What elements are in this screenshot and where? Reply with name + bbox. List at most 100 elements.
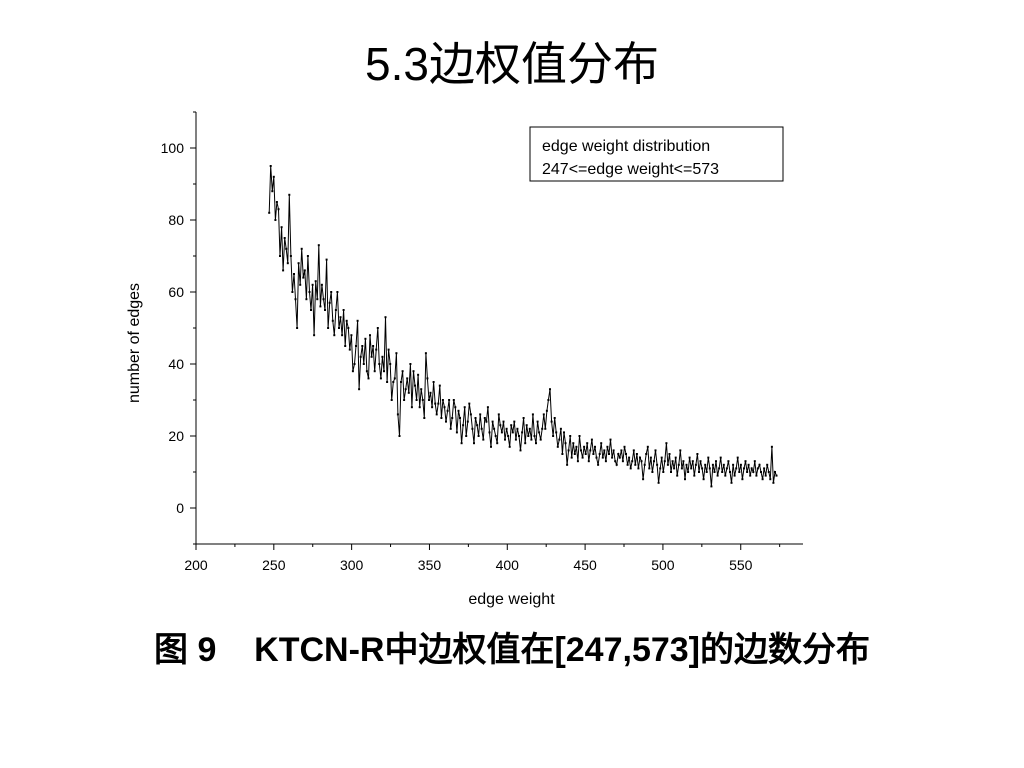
data-point (698, 471, 700, 473)
data-point (753, 460, 756, 463)
data-point (375, 348, 378, 351)
data-point (507, 435, 510, 437)
data-point (660, 456, 663, 459)
data-point (336, 291, 339, 293)
data-point (587, 460, 590, 463)
data-point (327, 327, 330, 329)
data-point (710, 485, 713, 488)
data-point (628, 456, 631, 459)
data-point (580, 449, 582, 452)
data-point (373, 370, 376, 373)
x-tick-label: 550 (729, 557, 753, 573)
data-point (688, 456, 691, 459)
data-point (629, 467, 632, 470)
data-point (727, 460, 730, 463)
data-point (531, 413, 534, 416)
data-point (564, 442, 567, 445)
data-point (767, 471, 770, 473)
data-point (381, 355, 384, 358)
y-tick-label: 0 (176, 500, 184, 516)
data-point (356, 319, 359, 322)
data-point (536, 420, 539, 423)
data-point (584, 453, 587, 455)
data-point (279, 255, 281, 257)
data-point (735, 467, 738, 470)
data-point (389, 363, 392, 365)
data-point (648, 467, 651, 470)
data-point (611, 456, 614, 459)
data-point (646, 445, 649, 448)
data-point (347, 327, 350, 329)
data-point (296, 327, 299, 329)
data-point (533, 435, 536, 437)
data-point (275, 201, 278, 203)
data-point (701, 467, 704, 470)
data-point (606, 445, 609, 448)
data-point (656, 463, 659, 466)
data-point (429, 391, 432, 394)
data-point (353, 363, 356, 365)
data-point (465, 435, 468, 437)
data-point (674, 456, 677, 459)
data-point (764, 474, 767, 477)
data-point (556, 445, 559, 448)
data-point (441, 399, 444, 401)
data-point (524, 442, 527, 445)
data-point (311, 283, 314, 286)
data-point (668, 453, 671, 455)
data-point (409, 363, 412, 365)
data-point (518, 435, 520, 437)
data-point (763, 467, 766, 470)
data-point (510, 424, 513, 427)
data-point (319, 305, 322, 308)
data-point (640, 460, 643, 463)
data-point (342, 309, 345, 311)
data-point (320, 283, 323, 286)
legend-entry: edge weight distribution (542, 138, 710, 155)
data-point (280, 226, 283, 229)
data-point (750, 467, 753, 470)
data-point (361, 345, 364, 347)
data-point (550, 420, 553, 423)
data-point (493, 427, 496, 430)
data-point (601, 456, 604, 459)
data-point (654, 449, 657, 452)
data-point (448, 399, 451, 401)
data-point (466, 420, 469, 423)
data-point (421, 399, 424, 401)
data-point (407, 391, 410, 394)
data-point (291, 291, 294, 293)
data-point (659, 467, 662, 470)
data-point (476, 424, 479, 427)
data-point (575, 445, 578, 448)
data-point (547, 399, 550, 401)
data-point (608, 453, 610, 455)
data-point (615, 463, 618, 466)
chart-ticks: 200 250 300 350 400 450 500 550 0 20 40 60 80 100 (161, 111, 781, 573)
data-point (555, 431, 558, 434)
data-point (406, 377, 409, 380)
data-point (625, 453, 627, 455)
data-point (370, 355, 373, 358)
data-point (713, 471, 716, 473)
data-point (324, 309, 326, 311)
data-point (514, 438, 517, 441)
data-point (418, 406, 421, 409)
y-tick-label: 40 (168, 356, 184, 372)
data-point (573, 453, 576, 455)
data-point (583, 445, 586, 448)
data-point (494, 435, 497, 437)
data-point (392, 381, 395, 383)
data-point (386, 381, 389, 383)
data-point (496, 442, 499, 445)
data-point (308, 291, 311, 293)
data-point (586, 442, 589, 445)
data-point (671, 460, 674, 463)
data-point (378, 363, 381, 365)
data-point (302, 276, 305, 279)
data-point (670, 471, 672, 473)
data-point (367, 377, 370, 380)
data-point (746, 471, 749, 473)
data-point (459, 417, 461, 419)
data-point (440, 417, 443, 419)
